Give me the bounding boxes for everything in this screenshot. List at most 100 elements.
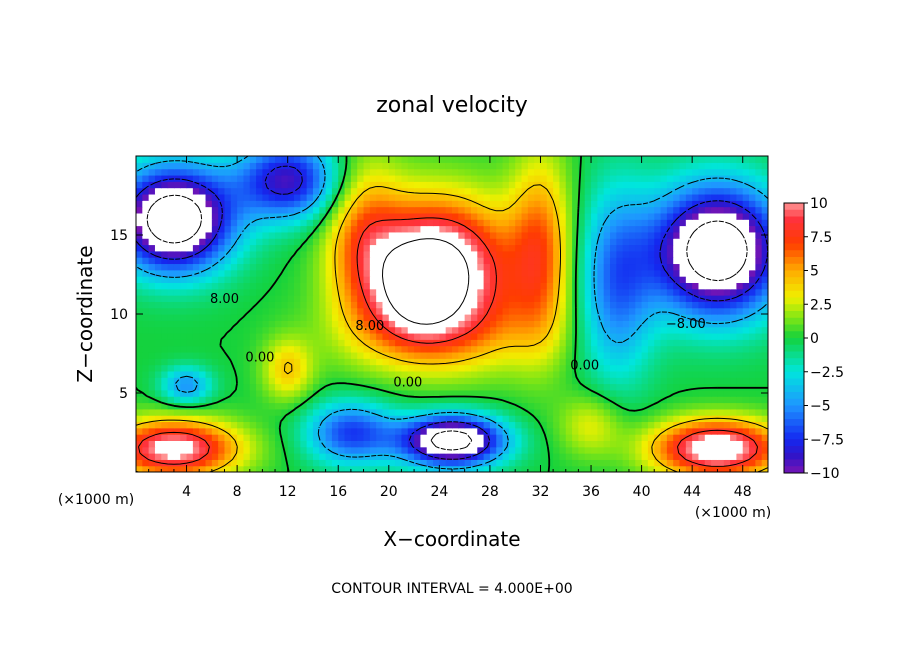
heatmap-cell: [439, 156, 447, 163]
heatmap-cell: [578, 415, 586, 423]
heatmap-cell: [559, 320, 567, 328]
heatmap-cell: [218, 339, 226, 347]
heatmap-cell: [641, 351, 649, 359]
heatmap-cell: [692, 244, 700, 252]
heatmap-cell: [186, 440, 194, 448]
heatmap-cell: [527, 212, 535, 220]
heatmap-cell: [742, 415, 750, 423]
heatmap-cell: [477, 421, 485, 429]
heatmap-cell: [312, 193, 320, 201]
heatmap-cell: [243, 225, 251, 233]
heatmap-cell: [723, 257, 731, 265]
heatmap-cell: [407, 446, 415, 454]
heatmap-cell: [578, 408, 586, 416]
heatmap-cell: [439, 174, 447, 182]
heatmap-cell: [679, 257, 687, 265]
heatmap-cell: [496, 421, 504, 429]
heatmap-cell: [148, 168, 156, 176]
heatmap-cell: [470, 370, 478, 378]
heatmap-cell: [382, 320, 390, 328]
heatmap-cell: [331, 383, 339, 391]
heatmap-cell: [161, 200, 169, 208]
heatmap-cell: [559, 187, 567, 195]
heatmap-cell: [736, 326, 744, 334]
heatmap-cell: [218, 415, 226, 423]
heatmap-cell: [622, 396, 630, 404]
heatmap-cell: [553, 206, 561, 214]
heatmap-cell: [331, 377, 339, 385]
heatmap-cell: [685, 446, 693, 454]
heatmap-cell: [553, 295, 561, 302]
heatmap-cell: [654, 377, 662, 385]
heatmap-cell: [281, 187, 289, 195]
heatmap-cell: [717, 168, 725, 176]
heatmap-cell: [470, 200, 478, 208]
heatmap-cell: [610, 307, 617, 315]
heatmap-cell: [154, 446, 162, 454]
heatmap-cell: [679, 238, 687, 246]
heatmap-cell: [414, 377, 421, 385]
heatmap-cell: [357, 174, 365, 182]
heatmap-cell: [363, 263, 371, 271]
heatmap-cell: [306, 187, 314, 195]
heatmap-cell: [452, 263, 459, 271]
heatmap-cell: [685, 295, 693, 302]
heatmap-cell: [414, 364, 421, 372]
heatmap-cell: [540, 383, 548, 391]
heatmap-cell: [243, 389, 251, 397]
heatmap-cell: [527, 219, 535, 227]
heatmap-cell: [439, 181, 447, 189]
heatmap-cell: [211, 351, 219, 359]
heatmap-cell: [287, 174, 295, 182]
heatmap-cell: [205, 465, 213, 472]
heatmap-cell: [306, 307, 314, 315]
heatmap-cell: [521, 370, 529, 378]
heatmap-cell: [464, 307, 472, 315]
heatmap-cell: [395, 345, 403, 353]
heatmap-cell: [761, 168, 768, 176]
heatmap-cell: [230, 301, 238, 309]
heatmap-cell: [559, 364, 567, 372]
heatmap-cell: [572, 440, 579, 448]
heatmap-cell: [540, 389, 548, 397]
heatmap-cell: [470, 212, 478, 220]
heatmap-cell: [584, 377, 592, 385]
heatmap-cell: [685, 307, 693, 315]
heatmap-cell: [211, 307, 219, 315]
heatmap-cell: [698, 389, 706, 397]
heatmap-cell: [635, 427, 643, 435]
heatmap-cell: [622, 377, 630, 385]
heatmap-cell: [685, 276, 693, 283]
heatmap-cell: [572, 162, 579, 170]
heatmap-cell: [256, 320, 263, 328]
heatmap-cell: [357, 187, 365, 195]
heatmap-cell: [464, 408, 472, 416]
heatmap-cell: [452, 181, 459, 189]
heatmap-cell: [591, 434, 598, 441]
heatmap-cell: [445, 320, 453, 328]
heatmap-cell: [622, 244, 630, 252]
heatmap-cell: [641, 257, 649, 265]
heatmap-cell: [395, 459, 403, 467]
heatmap-cell: [483, 383, 491, 391]
heatmap-cell: [224, 465, 232, 472]
heatmap-cell: [477, 174, 485, 182]
heatmap-cell: [262, 389, 270, 397]
heatmap-cell: [275, 269, 282, 277]
heatmap-cell: [287, 162, 295, 170]
heatmap-cell: [698, 231, 706, 239]
heatmap-cell: [711, 225, 719, 233]
heatmap-cell: [698, 238, 706, 246]
heatmap-cell: [205, 219, 213, 227]
heatmap-cell: [591, 358, 598, 366]
heatmap-cell: [414, 301, 421, 309]
heatmap-cell: [154, 156, 162, 163]
heatmap-cell: [344, 288, 352, 296]
heatmap-cell: [540, 263, 548, 271]
heatmap-cell: [698, 383, 706, 391]
heatmap-cell: [641, 276, 649, 283]
heatmap-cell: [224, 314, 232, 321]
heatmap-cell: [730, 282, 737, 290]
heatmap-cell: [654, 358, 662, 366]
heatmap-cell: [470, 383, 478, 391]
